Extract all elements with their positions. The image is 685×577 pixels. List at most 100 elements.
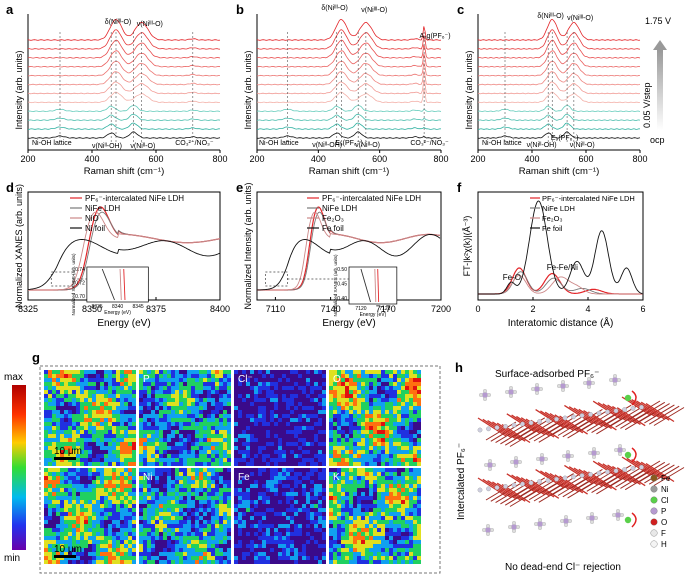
inset-y-tick-label: 0.50 [337, 267, 347, 273]
x-tick-label: 400 [84, 154, 99, 164]
panel-a-raman: 200 400 600 800 Raman shift (cm⁻¹) Intensity … [14, 14, 228, 177]
raman-series-9 [256, 50, 442, 68]
panel-letter-d: d [6, 180, 14, 195]
x-tick-label: 400 [311, 154, 326, 164]
annotation: ν(Niᴵᴵ-OH) [92, 143, 122, 150]
potential-arrow-shaft [657, 50, 663, 130]
x-tick-label: 600 [148, 154, 163, 164]
panel-letter-b: b [236, 2, 244, 17]
panel-letter-g: g [32, 350, 40, 365]
inset-frame [86, 266, 149, 303]
y-axis-label: Normalized Intensity (arb. units) [243, 182, 253, 309]
annotation: A₁g(PF₆⁻) [420, 33, 451, 40]
inset-series-black [360, 268, 371, 303]
panel-b-raman: 200 400 600 800 Raman shift (cm⁻¹) Intensity … [243, 5, 451, 177]
potential-arrow-head [653, 40, 667, 50]
structure-title: Surface-adsorbed PF₆⁻ [495, 369, 599, 380]
raman-series-3 [256, 113, 442, 121]
element-map-7 [234, 468, 326, 564]
map-label: P [143, 374, 150, 385]
pf6-ion [588, 447, 600, 459]
raman-series-3 [477, 113, 641, 121]
map-label: O [333, 374, 341, 385]
annotation: ν(Niᴵᴵᴵ-O) [567, 15, 593, 22]
inset-x-tick-label: 7128 [379, 306, 390, 312]
inset-series-red [377, 268, 380, 303]
raman-series-10 [256, 39, 442, 59]
x-tick-label: 7110 [266, 304, 285, 314]
inset-y-tick-label: 0.40 [337, 296, 347, 302]
panel-letter-h: h [455, 360, 463, 375]
panel-d-ni-xanes: 8325 8350 8375 8400 Energy (eV) Normalized XA… [14, 184, 230, 329]
x-axis-label: Raman shift (cm⁻¹) [519, 166, 600, 177]
raman-series-8 [257, 60, 441, 77]
x-tick-label: 7200 [431, 304, 451, 314]
raman-series-1 [256, 131, 442, 139]
inset-x-tick-label: 8335 [92, 304, 103, 310]
legend-atom-h [650, 540, 658, 548]
annotation: Ni-OH lattice [482, 140, 522, 147]
inset-x-tick-label: 7120 [355, 306, 366, 312]
inset-y-tick-label: 0.72 [75, 281, 85, 287]
element-map-2 [139, 370, 231, 466]
legend-atom-cl [650, 496, 658, 504]
inset-y-tick-label: 0.45 [337, 282, 347, 288]
x-axis-label: Raman shift (cm⁻¹) [84, 166, 165, 177]
inset-series-black [101, 268, 115, 301]
xanes-series-4 [257, 234, 441, 291]
legend-atom-o [650, 518, 658, 526]
colorbar-min-label: min [4, 553, 20, 564]
cl-ion [624, 516, 632, 524]
raman-series-12 [256, 19, 442, 41]
legend-entry: Fe foil [542, 224, 563, 233]
x-tick-label: 600 [372, 154, 387, 164]
raman-series-6 [477, 81, 641, 95]
map-label: Ni [143, 472, 152, 483]
inset-series-pink [119, 268, 122, 301]
element-map-4 [329, 370, 421, 466]
pf6-ion [510, 456, 522, 468]
legend-atom-ni [650, 485, 658, 493]
scale-bar [54, 555, 76, 558]
raman-series-12 [477, 19, 641, 41]
colorbar-max-label: max [4, 372, 23, 383]
pf6-ion [531, 383, 543, 395]
raman-series-8 [28, 60, 220, 77]
panel-e-fe-xanes: 7110 7140 7170 7200 Energy (eV) Normalized In… [243, 182, 451, 329]
x-tick-label: 4 [585, 304, 590, 314]
x-tick-label: 6 [640, 304, 645, 314]
element-map-1 [44, 370, 136, 466]
raman-series-2 [256, 122, 442, 130]
potential-arrow: 1.75 V 0.05 V/step ocp [642, 16, 671, 145]
raman-series-8 [478, 60, 640, 77]
raman-series-9 [477, 50, 641, 68]
pf6-ion [586, 512, 598, 524]
potential-bottom-label: ocp [650, 135, 665, 145]
pf6-ion [534, 518, 546, 530]
x-tick-label: 8350 [82, 304, 102, 314]
x-tick-label: 800 [433, 154, 448, 164]
panel-letter-a: a [6, 2, 14, 17]
legend-atom-f [650, 529, 658, 537]
pf6-ion [482, 524, 494, 536]
panel-letter-c: c [457, 2, 464, 17]
pf6-ion [484, 459, 496, 471]
annotation: Ni-OH lattice [32, 140, 72, 147]
raman-series-12 [27, 19, 221, 41]
raman-series-10 [477, 39, 641, 59]
rejection-arrow [631, 447, 637, 463]
legend-atom-label: P [661, 507, 666, 516]
panel-letter-e: e [236, 180, 243, 195]
annotation: ν(Niᴵᴵ-O) [355, 142, 380, 149]
legend-atom-label: Fe [661, 474, 671, 483]
scale-label: 10 μm [54, 446, 82, 457]
x-tick-label: 0 [475, 304, 480, 314]
annotation: δ(Niᴵᴵᴵ-O) [105, 19, 131, 26]
inset-y-label: Normalized XANES (arb. units) [71, 253, 76, 316]
plot-frame [477, 191, 644, 301]
annotation: δ(Niᴵᴵᴵ-O) [537, 13, 563, 20]
y-axis-label: FT-|k²χ(k)|(Å⁻³) [462, 216, 472, 277]
element-map-5 [44, 468, 136, 564]
raman-series-2 [27, 122, 221, 130]
